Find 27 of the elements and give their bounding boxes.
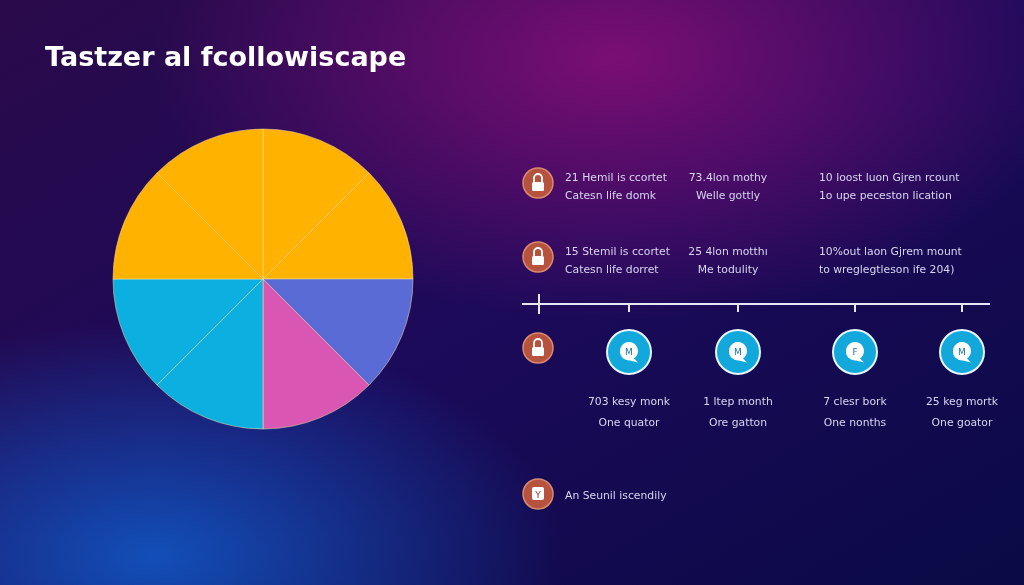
text: Ore gatton	[708, 416, 768, 429]
chart-title: Tastzer al fcollowiscape	[45, 41, 407, 72]
text: 1 ltep month	[703, 395, 773, 408]
text: 25 keg mortk	[925, 395, 999, 408]
text: 703 kesy monk	[587, 395, 671, 408]
chat-bubble-icon: M	[715, 329, 761, 375]
text: 15 Stemil is ccortet	[565, 245, 670, 258]
badge-icon: Y	[522, 478, 554, 510]
text: 10 loost luon Gjren rcount	[819, 171, 960, 184]
text: 10%out laon Gjrem mount	[819, 245, 962, 258]
text: 25 4lon motthı	[688, 245, 768, 258]
text: An Seunil iscendily	[565, 489, 668, 502]
text: Me todulity	[697, 263, 759, 276]
text: One nonths	[823, 416, 887, 429]
chat-bubble-icon: M	[939, 329, 985, 375]
text: 7 clesr bork	[823, 395, 888, 408]
text: One quator	[598, 416, 661, 429]
text: 21 Hemil is ccortet	[565, 171, 667, 184]
text: One goator	[931, 416, 993, 429]
text: Catesn life domk	[565, 189, 657, 202]
chat-bubble-icon: F	[832, 329, 878, 375]
text: Catesn life dorret	[565, 263, 659, 276]
text: to wreglegtleson ife 204)	[819, 263, 955, 276]
text: 73.4lon mothy	[688, 171, 768, 184]
chat-bubble-icon: M	[606, 329, 652, 375]
text: Welle gottly	[695, 189, 761, 202]
text: 1o upe peceston lication	[819, 189, 952, 202]
